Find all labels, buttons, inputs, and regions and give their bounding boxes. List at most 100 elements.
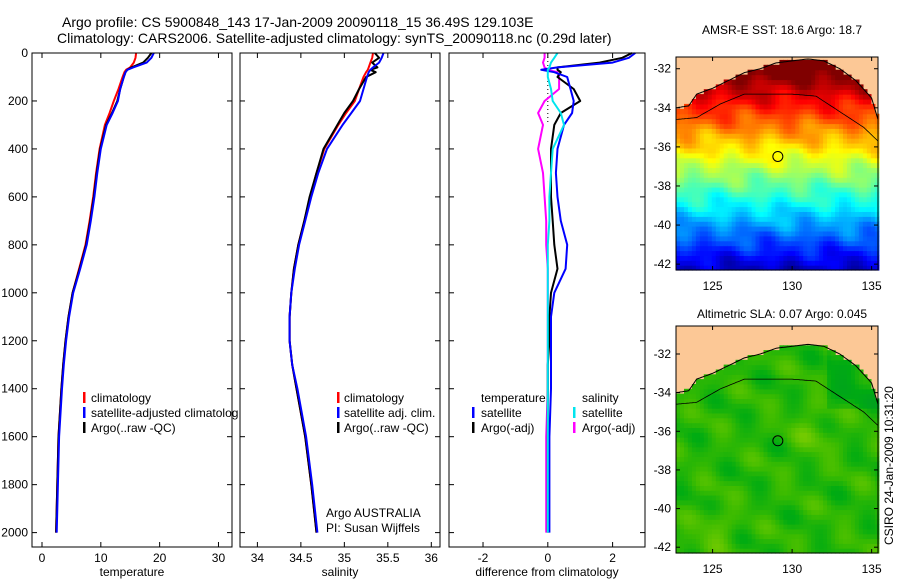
field-cell [735, 393, 741, 399]
field-cell [691, 533, 697, 540]
field-cell [731, 172, 737, 178]
field-cell [731, 441, 737, 448]
field-cell [819, 403, 824, 409]
field-cell [811, 84, 816, 90]
field-cell [676, 446, 681, 453]
field-cell [727, 543, 733, 549]
field-cell [791, 157, 796, 164]
field-cell [823, 422, 828, 428]
field-cell [787, 118, 792, 125]
field-cell [843, 432, 848, 438]
field-cell [862, 167, 868, 173]
field-cell [735, 133, 741, 139]
field-cell [691, 437, 697, 443]
field-cell [839, 250, 844, 256]
field-cell [791, 417, 796, 424]
field-cell [687, 118, 693, 125]
field-cell [835, 509, 840, 515]
field-cell [835, 393, 840, 399]
field-cell [759, 143, 765, 149]
field-cell [763, 514, 769, 520]
field-cell [687, 211, 693, 217]
field-cell [807, 118, 812, 125]
field-cell [691, 504, 697, 511]
field-cell [854, 162, 860, 168]
field-cell [791, 374, 796, 380]
field-cell [811, 427, 816, 433]
field-cell [854, 495, 860, 501]
field-cell [803, 475, 808, 482]
field-cell [835, 99, 840, 105]
field-cell [839, 240, 844, 247]
field-cell [811, 230, 816, 237]
field-cell [751, 485, 757, 491]
field-cell [715, 99, 721, 105]
field-cell [684, 128, 689, 134]
field-cell [807, 499, 812, 506]
field-cell [735, 422, 741, 428]
field-cell [839, 441, 844, 448]
field-cell [851, 123, 856, 129]
field-cell [767, 240, 773, 247]
field-cell [727, 374, 733, 380]
field-cell [676, 230, 681, 237]
field-cell [695, 446, 701, 453]
field-cell [807, 432, 812, 438]
field-cell [862, 437, 868, 443]
field-cell [735, 250, 741, 256]
field-cell [839, 359, 844, 366]
field-cell [687, 432, 693, 438]
field-cell [711, 437, 717, 443]
field-cell [691, 495, 697, 501]
csiro-timestamp: CSIRO 24-Jan-2009 10:31:20 [882, 386, 896, 545]
field-cell [839, 108, 844, 115]
field-cell [787, 393, 792, 399]
field-cell [703, 128, 709, 134]
field-cell [791, 475, 796, 482]
series-line-climatology [55, 52, 138, 533]
field-cell [711, 128, 717, 134]
field-cell [739, 133, 745, 139]
field-cell [787, 538, 792, 544]
field-cell [747, 94, 753, 100]
field-cell [847, 538, 852, 544]
field-cell [711, 384, 717, 390]
field-cell [715, 384, 721, 390]
field-cell [874, 403, 880, 409]
field-cell [866, 167, 872, 173]
field-cell [739, 113, 745, 120]
field-cell [847, 504, 852, 511]
field-cell [731, 216, 737, 222]
field-cell [811, 182, 816, 188]
field-cell [795, 528, 800, 535]
field-cell [759, 388, 765, 395]
field-cell [703, 408, 709, 414]
field-cell [866, 157, 872, 164]
field-cell [811, 235, 816, 242]
field-cell [799, 451, 804, 457]
field-cell [811, 538, 816, 544]
field-cell [811, 417, 816, 424]
field-cell [767, 118, 773, 125]
field-cell [723, 147, 729, 154]
field-cell [723, 211, 729, 217]
field-cell [839, 191, 844, 198]
field-cell [851, 437, 856, 443]
field-cell [695, 191, 701, 198]
field-cell [763, 528, 769, 535]
field-cell [847, 128, 852, 134]
field-cell [847, 403, 852, 409]
field-cell [791, 432, 796, 438]
field-cell [719, 206, 725, 212]
field-cell [676, 417, 681, 424]
field-cell [715, 230, 721, 237]
field-cell [731, 211, 737, 217]
field-cell [831, 186, 836, 193]
field-cell [723, 118, 729, 125]
field-cell [858, 475, 864, 482]
field-cell [707, 235, 713, 242]
field-cell [807, 216, 812, 222]
field-cell [723, 133, 729, 139]
y-tick-label: 600 [8, 190, 28, 204]
